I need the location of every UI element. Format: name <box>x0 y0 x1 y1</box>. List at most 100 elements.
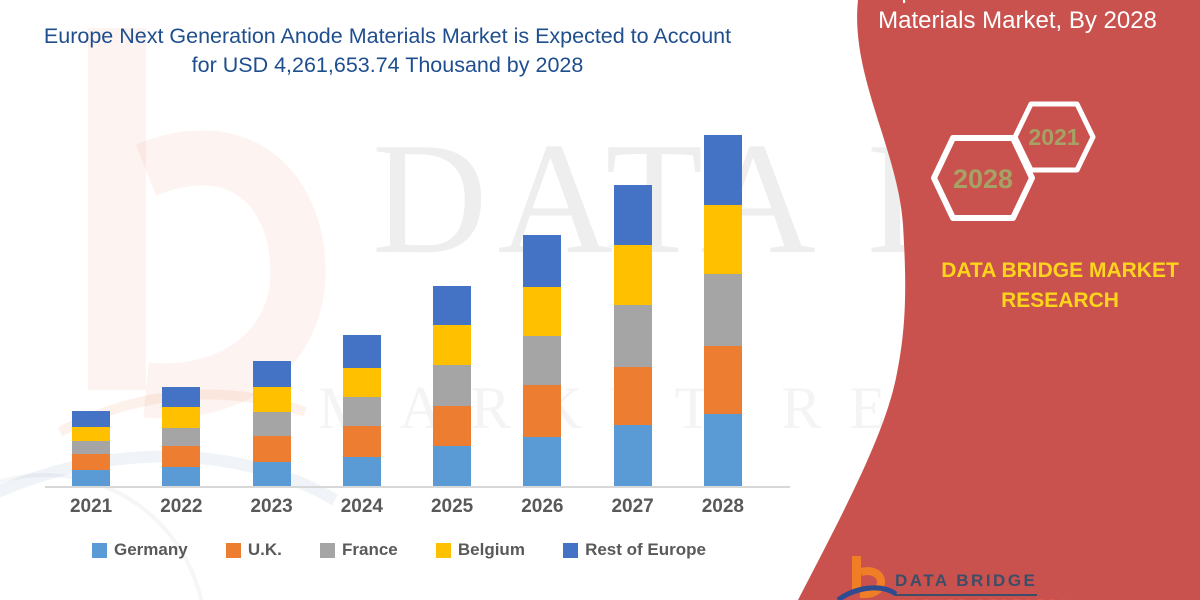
x-axis-label-2024: 2024 <box>340 496 384 517</box>
legend-swatch <box>435 542 451 558</box>
bar-segment-belgium-2028 <box>703 205 742 274</box>
legend-label: Belgium <box>457 540 525 559</box>
hexagon-2028-year: 2028 <box>953 164 1013 194</box>
side-panel-heading-line2: Materials Market, By 2028 <box>878 7 1157 34</box>
bar-segment-u-k--2025 <box>433 406 472 446</box>
hexagon-2028 <box>931 135 1035 221</box>
side-panel-brand-text: DATA BRIDGE MARKET RESEARCH <box>941 259 1179 312</box>
chart-title: Europe Next Generation Anode Materials M… <box>43 24 732 77</box>
bar-segment-germany-2023 <box>252 462 291 487</box>
x-axis-label-2023: 2023 <box>250 496 293 517</box>
bar-segment-u-k--2022 <box>162 446 201 467</box>
stacked-bar-2028 <box>703 135 742 487</box>
bar-segment-germany-2024 <box>342 457 381 487</box>
stacked-bar-2024 <box>342 335 381 487</box>
x-axis-label-2021: 2021 <box>69 496 113 517</box>
stacked-bar-2027 <box>613 185 652 487</box>
side-panel-heading: Europe Next Generation Anode Materials M… <box>845 0 1190 36</box>
legend-item-rest-of-europe: Rest of Europe <box>563 540 706 560</box>
bar-slot-2021 <box>46 411 136 487</box>
bar-slot-2024 <box>317 335 407 487</box>
bar-segment-rest-of-europe-2022 <box>162 387 201 407</box>
bar-segment-germany-2022 <box>162 467 201 487</box>
bar-segment-u-k--2021 <box>72 454 111 470</box>
bar-segment-germany-2026 <box>523 437 562 487</box>
footer-logo-subtext-clipped: MARKET RESEARCH <box>897 598 1074 600</box>
bar-segment-belgium-2024 <box>342 368 381 397</box>
legend-label: Rest of Europe <box>585 540 706 559</box>
bar-slot-2023 <box>227 361 317 487</box>
bar-segment-france-2027 <box>613 305 652 367</box>
x-axis-line <box>45 486 790 488</box>
bar-segment-france-2021 <box>72 441 111 454</box>
legend-item-belgium: Belgium <box>435 540 525 560</box>
bar-segment-belgium-2025 <box>433 325 472 365</box>
side-panel-heading-line1-clipped: Europe Next Generation Anode <box>845 0 1190 6</box>
bar-segment-belgium-2027 <box>613 245 652 305</box>
footer-logo-brand: DATA BRIDGE <box>895 571 1038 596</box>
bar-segment-rest-of-europe-2026 <box>523 235 562 287</box>
bar-segment-rest-of-europe-2027 <box>613 185 652 245</box>
legend-label: Germany <box>114 540 188 559</box>
legend-swatch <box>319 542 335 558</box>
legend-swatch <box>92 542 107 558</box>
bar-segment-france-2023 <box>252 412 291 436</box>
legend-item-france: France <box>319 540 398 560</box>
legend-label: U.K. <box>247 540 282 559</box>
stacked-bar-2021 <box>72 411 111 487</box>
bar-segment-germany-2025 <box>433 446 472 487</box>
bar-slot-2028 <box>678 135 768 487</box>
side-panel-background <box>798 0 1200 600</box>
x-axis-label-2025: 2025 <box>430 496 474 517</box>
bar-segment-france-2024 <box>342 397 381 426</box>
bar-segment-belgium-2021 <box>72 427 111 441</box>
stacked-bar-2026 <box>523 235 562 487</box>
legend-item-u-k-: U.K. <box>225 540 282 560</box>
x-axis-label-2022: 2022 <box>160 496 203 517</box>
x-axis-label-2026: 2026 <box>521 496 564 517</box>
legend-swatch <box>225 542 241 558</box>
bar-segment-u-k--2024 <box>342 426 381 457</box>
legend-label: France <box>341 540 398 559</box>
plot-area <box>46 98 768 487</box>
bar-segment-rest-of-europe-2025 <box>433 286 472 325</box>
bar-segment-germany-2021 <box>72 470 111 487</box>
data-bridge-logo-icon <box>836 556 898 600</box>
x-axis-label-2028: 2028 <box>701 496 745 517</box>
watermark-circle <box>0 473 204 600</box>
hexagon-2021-year: 2021 <box>1028 124 1079 150</box>
bar-segment-belgium-2026 <box>523 287 562 336</box>
bar-segment-france-2025 <box>433 365 472 406</box>
bar-segment-rest-of-europe-2023 <box>252 361 291 387</box>
bar-segment-u-k--2028 <box>703 346 742 414</box>
stacked-bar-2023 <box>252 361 291 487</box>
watermark-b-stem <box>88 28 146 390</box>
watermark-b-bowl <box>135 130 326 419</box>
bar-segment-germany-2027 <box>613 425 652 487</box>
bar-slot-2026 <box>497 235 587 487</box>
bar-segment-u-k--2026 <box>523 385 562 437</box>
legend-item-germany: Germany <box>92 540 188 560</box>
x-axis-labels: 2021 2022 2023 2024 2025 2026 2027 2028 <box>46 496 768 518</box>
bar-segment-u-k--2023 <box>252 436 291 462</box>
bar-segment-france-2028 <box>703 274 742 346</box>
x-axis-label-2027: 2027 <box>611 496 654 517</box>
legend: Germany U.K. France Belgium Rest of Europe <box>92 540 706 560</box>
bar-segment-germany-2028 <box>703 414 742 487</box>
bar-segment-france-2026 <box>523 336 562 385</box>
bar-segment-belgium-2023 <box>252 387 291 412</box>
stacked-bar-2025 <box>433 286 472 487</box>
legend-swatch <box>563 542 579 558</box>
bar-segment-rest-of-europe-2028 <box>703 135 742 205</box>
bar-segment-rest-of-europe-2024 <box>342 335 381 368</box>
bar-slot-2027 <box>588 185 678 487</box>
bar-segment-rest-of-europe-2021 <box>72 411 111 427</box>
stacked-bar-2022 <box>162 387 201 487</box>
bar-slot-2025 <box>407 286 497 487</box>
bar-segment-u-k--2027 <box>613 367 652 425</box>
bar-segment-belgium-2022 <box>162 407 201 428</box>
bar-slot-2022 <box>136 387 226 487</box>
bar-segment-france-2022 <box>162 428 201 446</box>
